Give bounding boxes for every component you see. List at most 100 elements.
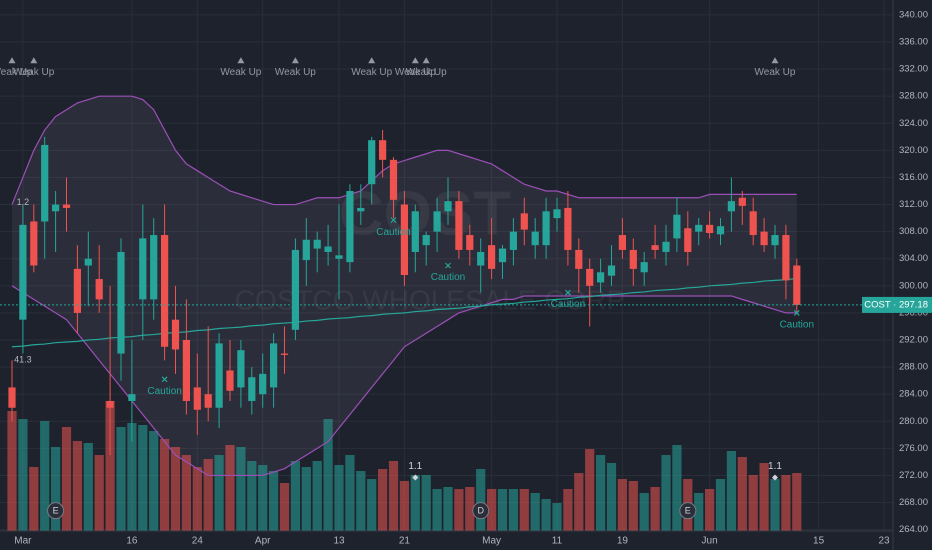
volume-bar <box>290 461 300 531</box>
event-marker <box>679 502 697 520</box>
x-tick-label: 21 <box>399 536 411 547</box>
volume-bar <box>105 401 115 531</box>
y-tick-label: 280.00 <box>899 416 928 427</box>
volume-bar <box>737 457 747 531</box>
candle-body <box>73 268 81 313</box>
candle-body <box>237 350 245 388</box>
candle-body <box>477 251 485 266</box>
diamond-marker <box>412 474 419 481</box>
candle-body <box>204 394 212 408</box>
caution-marker <box>564 289 571 296</box>
y-tick-label: 300.00 <box>899 280 928 291</box>
volume-bar <box>628 481 638 531</box>
caution-label: Caution <box>431 272 465 283</box>
y-tick-label: 284.00 <box>899 389 928 400</box>
volume-bar <box>781 475 791 531</box>
candle-body <box>379 140 387 160</box>
volume-bar <box>574 473 584 531</box>
volume-bar <box>301 467 311 531</box>
caution-label: Caution <box>147 386 181 397</box>
axes: 264.00 268.00 272.00 276.00 280.00 284.00 288.… <box>14 9 932 547</box>
candle-body <box>357 207 365 212</box>
signal-label: Weak Up <box>755 67 796 78</box>
y-tick-label: 276.00 <box>899 443 928 454</box>
volume-bar <box>61 427 72 531</box>
candle-body <box>280 353 289 355</box>
volume-bar <box>116 427 126 531</box>
volume-bar <box>705 489 715 531</box>
candle-body <box>520 213 528 230</box>
candle-body <box>313 239 321 249</box>
candle-body <box>455 201 463 250</box>
y-tick-label: 268.00 <box>899 497 928 508</box>
candle-body <box>368 140 376 185</box>
candle-body <box>640 262 648 273</box>
candle-body <box>161 235 169 347</box>
signal-label: Weak Up <box>406 67 447 78</box>
candle-body <box>597 272 605 283</box>
volume-bar <box>378 469 388 531</box>
candle-body <box>738 197 746 206</box>
candle-body <box>684 228 692 252</box>
volume-bar <box>181 455 191 531</box>
volume-bar <box>476 469 486 531</box>
candle-body <box>706 224 714 233</box>
caution-label: Caution <box>376 227 410 238</box>
candle-body <box>586 268 594 286</box>
candle-body <box>95 279 103 300</box>
candle-body <box>30 221 38 266</box>
volume-bar <box>606 463 617 531</box>
volume-bar <box>421 475 431 531</box>
candle-body <box>433 211 441 232</box>
volume-bar <box>443 487 453 531</box>
x-tick-label: 16 <box>126 536 138 547</box>
volume-bar <box>410 475 420 531</box>
candle-body <box>695 224 703 232</box>
event-marker <box>47 502 65 520</box>
diamond-marker <box>772 474 778 481</box>
watermark: COST COSTCO WHOLESALE CORP <box>235 179 626 315</box>
volume-bar <box>541 499 551 531</box>
candle-body <box>52 204 60 212</box>
event-label: D <box>477 506 484 516</box>
volume-bar <box>694 493 704 531</box>
y-tick-label: 340.00 <box>899 9 928 20</box>
candle-body <box>629 249 637 269</box>
signal-marker <box>30 57 38 64</box>
candle-body <box>466 235 474 250</box>
volume-bar <box>334 465 344 531</box>
volume-bar <box>530 493 540 531</box>
candle-body <box>139 238 147 300</box>
x-tick-label: Apr <box>255 536 271 547</box>
value-annotation: 41.3 <box>14 355 32 365</box>
candle-body <box>673 214 681 239</box>
volume-bar <box>160 439 170 531</box>
y-tick-label: 320.00 <box>899 145 928 156</box>
candle-body <box>193 387 201 410</box>
candle-body <box>171 319 180 350</box>
caution-marker <box>390 217 397 224</box>
candle-body <box>542 211 550 246</box>
volume-bar <box>214 455 224 531</box>
candle-body <box>564 207 572 250</box>
volume-bar <box>596 455 606 531</box>
volume-bar <box>7 411 17 531</box>
volume-bar <box>367 479 377 531</box>
candle-body <box>760 231 768 246</box>
volume-bar <box>563 489 573 531</box>
volume-bar <box>192 467 202 531</box>
diamond-label: 1.1 <box>768 461 782 472</box>
volume-bar <box>356 471 366 531</box>
volume-bar <box>552 503 562 531</box>
x-tick-label: 11 <box>552 536 563 547</box>
volume-bar <box>661 455 671 531</box>
volume-bar <box>672 445 682 531</box>
candle-body <box>793 265 801 305</box>
candle-body <box>422 235 430 246</box>
volume-bar <box>51 447 61 531</box>
volume-bar <box>18 419 28 531</box>
caution-marker <box>445 262 451 269</box>
candle-body <box>531 231 539 246</box>
volume-bar <box>247 461 257 531</box>
